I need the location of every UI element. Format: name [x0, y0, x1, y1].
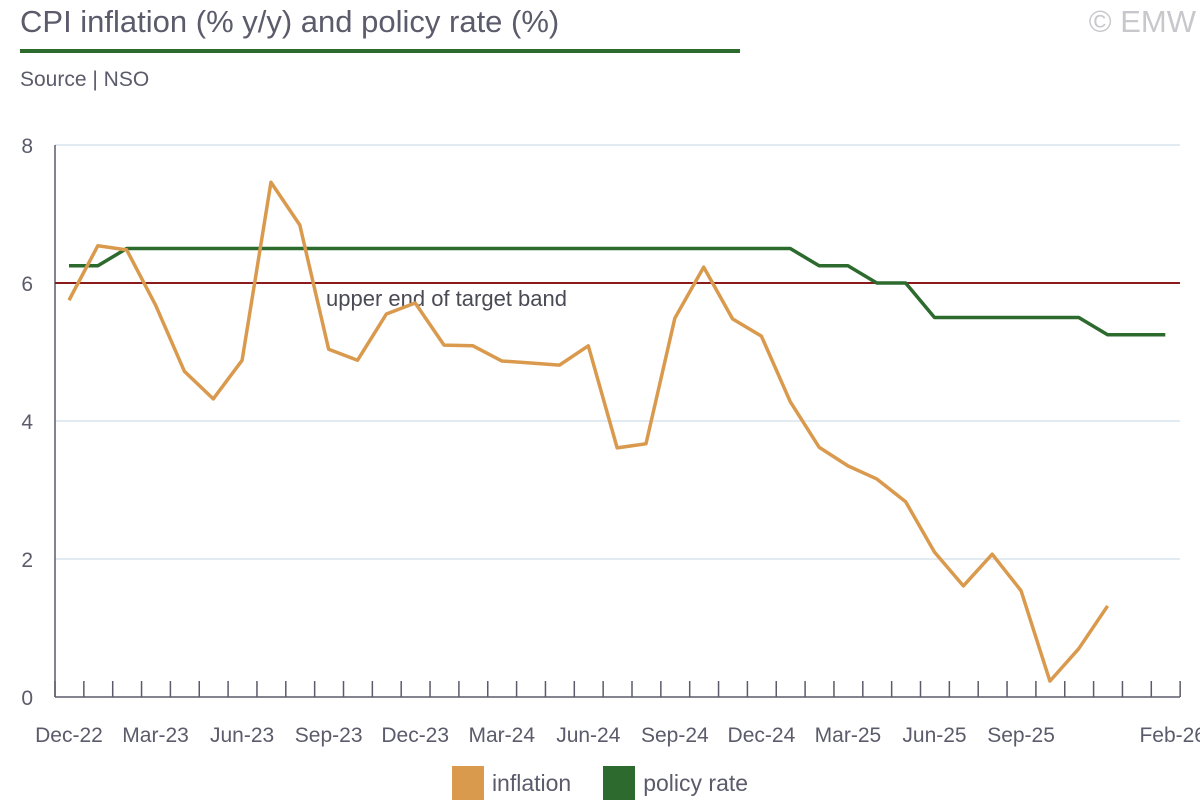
legend-label: inflation	[491, 769, 572, 796]
y-tick-label: 8	[21, 135, 33, 158]
x-tick-label: Mar-25	[815, 724, 882, 747]
x-tick-label: Jun-24	[556, 724, 621, 747]
x-tick-label: Jun-23	[210, 724, 274, 747]
x-tick-label: Feb-26	[1139, 724, 1200, 747]
series-line-inflation	[67, 180, 1110, 683]
x-tick-label: Dec-24	[728, 724, 796, 747]
x-tick-label: Dec-23	[381, 724, 449, 747]
y-tick-label: 2	[21, 549, 33, 572]
x-tick-label: Sep-23	[295, 724, 363, 747]
x-tick-label: Sep-25	[987, 724, 1055, 747]
series-line-policy-rate	[69, 246, 1166, 337]
legend-swatch	[603, 766, 636, 800]
x-tick-label: Mar-23	[122, 724, 189, 747]
legend-item: policy rate	[603, 766, 748, 800]
legend-item: inflation	[451, 766, 572, 800]
legend-label: policy rate	[643, 769, 749, 796]
x-tick-label: Dec-22	[35, 724, 103, 747]
title-underline	[20, 49, 740, 53]
x-tick-label: Sep-24	[641, 724, 709, 747]
chart-title: CPI inflation (% y/y) and policy rate (%…	[20, 4, 560, 39]
watermark: © EMW	[1088, 4, 1196, 39]
y-tick-label: 4	[21, 411, 33, 434]
x-tick-label: Mar-24	[468, 724, 535, 747]
y-tick-label: 0	[21, 687, 33, 710]
y-tick-label: 6	[21, 273, 33, 296]
legend-swatch	[451, 766, 484, 800]
target-band-label: upper end of target band	[326, 286, 567, 311]
source-label: Source | NSO	[20, 68, 150, 91]
x-tick-label: Jun-25	[902, 724, 966, 747]
legend: inflation policy rate	[0, 766, 1200, 800]
